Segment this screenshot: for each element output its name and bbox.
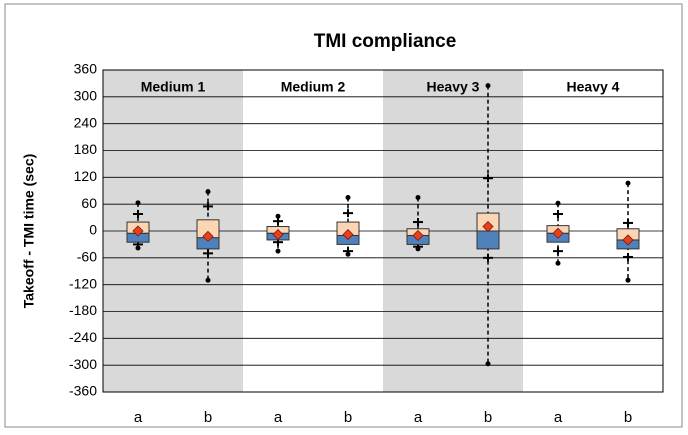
outlier-dot — [485, 361, 491, 367]
y-tick-label: 120 — [74, 168, 98, 184]
outlier-dot — [415, 246, 421, 252]
outlier-dot — [555, 200, 561, 206]
outlier-dot — [345, 251, 351, 257]
y-tick-label: 360 — [74, 61, 98, 77]
mean-marker — [482, 220, 494, 233]
y-tick-label: -120 — [69, 275, 97, 291]
group-label: Heavy 4 — [567, 79, 620, 95]
outlier-dot — [135, 245, 141, 251]
x-tick-label: b — [624, 409, 632, 426]
outlier-dot — [625, 277, 631, 283]
x-tick-label: b — [344, 409, 352, 426]
y-tick-label: -60 — [77, 249, 97, 265]
y-tick-label: 240 — [74, 114, 98, 130]
x-tick-label: a — [274, 409, 283, 426]
group-label: Medium 1 — [141, 79, 206, 95]
outlier-dot — [555, 260, 561, 266]
mean-marker — [412, 229, 424, 242]
chart-title: TMI compliance — [314, 31, 457, 52]
y-axis-label: Takeoff - TMI time (sec) — [21, 154, 37, 309]
outlier-dot — [275, 213, 281, 219]
y-tick-label: 60 — [81, 195, 97, 211]
x-tick-label: a — [414, 409, 423, 426]
mean-marker — [202, 230, 214, 242]
mean-marker — [622, 234, 634, 246]
outlier-dot — [485, 83, 491, 89]
y-tick-label: 0 — [89, 222, 97, 238]
outlier-dot — [275, 248, 281, 254]
outlier-dot — [205, 189, 211, 195]
group-label: Heavy 3 — [427, 79, 480, 95]
box-lower — [476, 230, 500, 250]
y-tick-label: -300 — [69, 356, 97, 372]
x-tick-label: b — [484, 409, 492, 426]
group-label: Medium 2 — [281, 79, 346, 95]
y-tick-label: 300 — [74, 88, 98, 104]
y-tick-label: -180 — [69, 302, 97, 318]
outlier-dot — [625, 180, 631, 186]
y-tick-label: -360 — [69, 383, 97, 399]
mean-marker — [132, 225, 144, 237]
outlier-dot — [345, 194, 351, 200]
y-tick-label: 180 — [74, 141, 98, 157]
x-tick-label: b — [204, 409, 212, 426]
y-tick-label: -240 — [69, 329, 97, 345]
mean-marker — [272, 229, 284, 241]
outlier-dot — [135, 200, 141, 206]
mean-marker — [342, 229, 354, 241]
x-tick-label: a — [554, 409, 563, 426]
outlier-dot — [415, 194, 421, 200]
plot-border — [102, 69, 664, 393]
x-tick-label: a — [134, 409, 143, 426]
outlier-dot — [205, 277, 211, 283]
mean-marker — [552, 227, 564, 239]
